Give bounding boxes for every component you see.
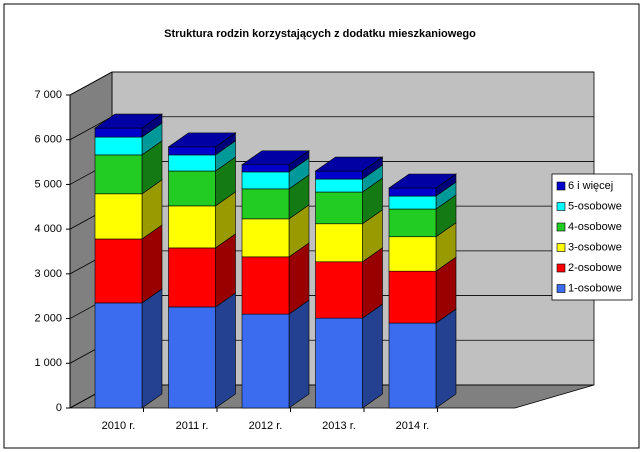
bar-side — [141, 288, 163, 409]
bar — [94, 136, 143, 156]
bar-side — [288, 299, 310, 409]
bar — [388, 236, 437, 272]
bar — [241, 188, 290, 220]
bar — [168, 154, 216, 172]
x-tick-label: 2011 r. — [176, 420, 209, 432]
bar — [168, 146, 216, 156]
bar — [94, 302, 143, 409]
bar — [315, 261, 363, 319]
legend-label: 3-osobowe — [568, 241, 622, 253]
bar-top — [94, 113, 163, 129]
legend-swatch — [556, 222, 566, 232]
y-tick-label: 2 000 — [34, 312, 62, 324]
bar-top — [167, 132, 237, 148]
grid-line — [69, 116, 113, 141]
y-tick-label: 4 000 — [34, 223, 62, 235]
bar — [241, 171, 290, 190]
bar — [388, 208, 437, 238]
bar-top — [314, 156, 384, 172]
y-tick-label: 0 — [56, 402, 62, 414]
y-tick-label: 5 000 — [34, 178, 62, 190]
bar — [168, 247, 216, 308]
bar — [315, 170, 363, 180]
bar-side — [435, 308, 457, 409]
bar-side — [215, 292, 236, 409]
legend-swatch — [556, 243, 566, 252]
bar — [315, 191, 363, 225]
legend-swatch — [556, 181, 566, 191]
legend-box — [551, 173, 633, 301]
x-tick-label: 2014 r. — [396, 420, 430, 432]
bar — [388, 270, 437, 324]
legend-label: 5-osobowe — [568, 200, 622, 212]
bar-top — [241, 150, 310, 166]
bar — [241, 256, 290, 315]
bar — [388, 187, 437, 197]
bar — [168, 306, 216, 409]
bar — [168, 170, 216, 207]
bar — [94, 154, 143, 195]
bar — [315, 178, 363, 193]
bar — [241, 313, 290, 409]
bar — [94, 127, 143, 138]
x-tick-label: 2010 r. — [102, 420, 136, 432]
chart-title: Struktura rodzin korzystających z dodatk… — [164, 28, 476, 40]
bar — [94, 238, 143, 304]
y-tick-label: 1 000 — [34, 357, 62, 369]
legend-label: 2-osobowe — [568, 262, 622, 274]
legend-swatch — [556, 202, 566, 211]
bar — [94, 193, 143, 240]
legend-label: 4-osobowe — [568, 221, 622, 233]
bar — [168, 205, 216, 249]
y-tick-label: 7 000 — [34, 89, 62, 101]
grid-line — [69, 71, 113, 96]
y-tick-label: 3 000 — [34, 268, 62, 280]
bar — [241, 164, 290, 173]
legend-swatch — [556, 263, 566, 273]
bar — [315, 223, 363, 263]
bar-side — [362, 303, 383, 409]
bar — [388, 195, 437, 210]
legend-label: 6 i więcej — [568, 180, 613, 192]
bar — [315, 317, 363, 409]
bar — [241, 218, 290, 258]
bar — [388, 322, 437, 409]
legend-swatch — [556, 284, 566, 293]
x-tick-label: 2013 r. — [322, 420, 356, 432]
x-tick-label: 2012 r. — [249, 420, 283, 432]
bar-top — [388, 173, 457, 189]
legend-label: 1-osobowe — [568, 282, 622, 294]
y-tick-label: 6 000 — [34, 134, 62, 146]
